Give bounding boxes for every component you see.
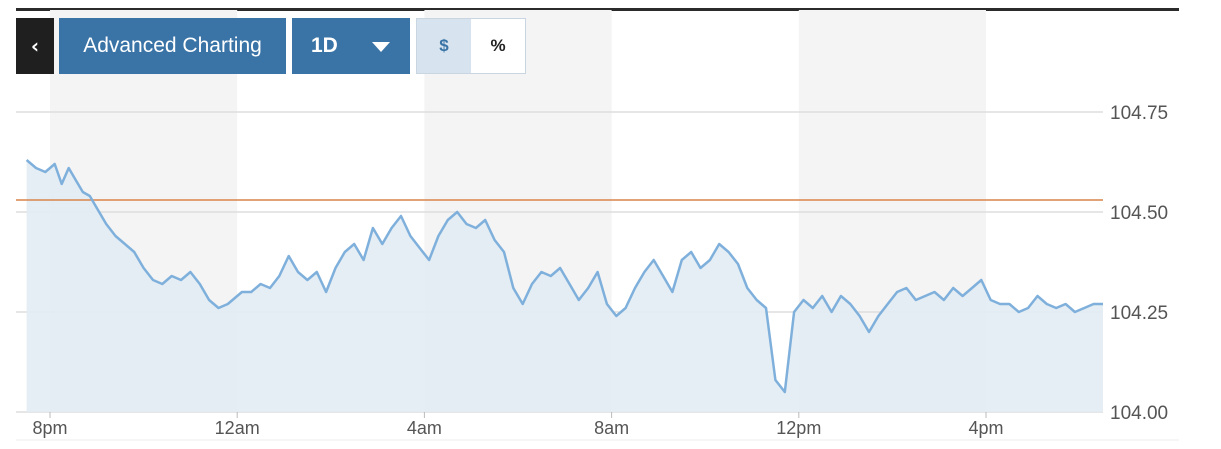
x-axis-ticks: 8pm 12am 4am 8am 12pm 4pm: [32, 412, 1004, 438]
y-tick-label: 104.75: [1110, 103, 1168, 124]
x-tick-label: 12pm: [776, 418, 821, 438]
back-button[interactable]: ‹: [16, 18, 54, 74]
price-area: [26, 160, 1104, 412]
x-tick-label: 12am: [215, 418, 260, 438]
period-dropdown[interactable]: 1D: [292, 18, 410, 74]
dollar-unit-label: $: [439, 36, 449, 55]
y-tick-label: 104.00: [1110, 403, 1168, 424]
y-tick-label: 104.50: [1110, 203, 1168, 224]
advanced-charting-button[interactable]: Advanced Charting: [59, 18, 286, 74]
x-tick-label: 4pm: [968, 418, 1003, 438]
price-line: [25, 159, 1103, 394]
chart-toolbar: ‹ Advanced Charting 1D $ %: [16, 18, 526, 74]
caret-down-icon: [372, 42, 390, 52]
y-tick-label: 104.25: [1110, 303, 1168, 324]
top-rule: [16, 8, 1179, 11]
dollar-unit-button[interactable]: $: [417, 19, 471, 73]
x-tick-label: 8pm: [32, 418, 67, 438]
chevron-left-icon: ‹: [30, 34, 40, 58]
percent-unit-button[interactable]: %: [471, 19, 525, 73]
x-tick-label: 8am: [594, 418, 629, 438]
period-label: 1D: [311, 34, 338, 57]
x-tick-label: 4am: [407, 418, 442, 438]
advanced-charting-label: Advanced Charting: [83, 34, 262, 57]
y-axis-ticks: 104.75 104.50 104.25 104.00: [1110, 103, 1168, 424]
percent-unit-label: %: [490, 36, 506, 55]
unit-toggle: $ %: [416, 18, 526, 74]
